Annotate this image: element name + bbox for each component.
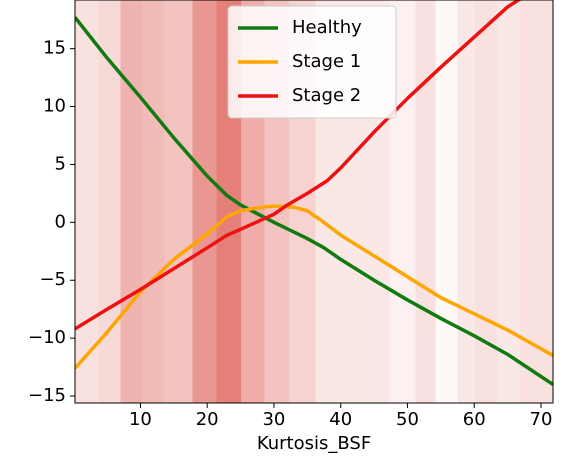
background-band bbox=[192, 0, 217, 403]
x-axis-label: Kurtosis_BSF bbox=[257, 433, 371, 454]
x-tick-label: 40 bbox=[329, 409, 352, 430]
background-band bbox=[496, 0, 521, 403]
legend-label: Stage 1 bbox=[292, 51, 361, 72]
background-band bbox=[415, 0, 436, 403]
background-band bbox=[75, 0, 99, 403]
y-tick-label: 15 bbox=[43, 38, 66, 59]
x-tick-label: 70 bbox=[530, 409, 553, 430]
legend-box bbox=[227, 5, 397, 119]
background-band bbox=[474, 0, 497, 403]
y-tick-label: 5 bbox=[55, 153, 66, 174]
x-tick-label: 60 bbox=[463, 409, 486, 430]
series-line bbox=[75, 16, 553, 386]
x-tick-label: 20 bbox=[196, 409, 219, 430]
series-line bbox=[75, 0, 522, 331]
y-tick-label: 10 bbox=[43, 96, 66, 117]
legend-label: Stage 2 bbox=[292, 85, 361, 106]
axes-frame bbox=[74, 0, 554, 404]
background-band bbox=[164, 0, 193, 403]
x-tick-label: 10 bbox=[129, 409, 152, 430]
y-tick-label: −5 bbox=[39, 269, 66, 290]
legend-label: Healthy bbox=[292, 17, 362, 38]
y-tick-label: 0 bbox=[55, 211, 66, 232]
background-band bbox=[520, 0, 553, 403]
series-line bbox=[75, 204, 553, 370]
background-band bbox=[98, 0, 121, 403]
background-band bbox=[120, 0, 143, 403]
x-tick-label: 30 bbox=[262, 409, 285, 430]
background-band bbox=[142, 0, 165, 403]
x-tick-label: 50 bbox=[396, 409, 419, 430]
y-tick-label: −10 bbox=[28, 327, 66, 348]
background-band bbox=[457, 0, 475, 403]
y-tick-label: −15 bbox=[28, 385, 66, 406]
